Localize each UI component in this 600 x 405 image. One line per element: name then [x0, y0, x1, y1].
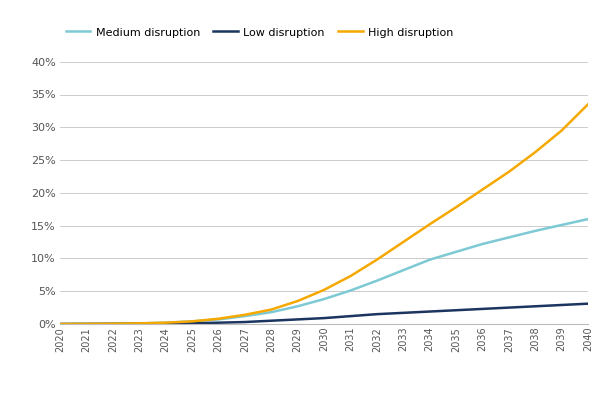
Medium disruption [109, 321, 116, 326]
Low disruption [479, 307, 486, 311]
Medium disruption [162, 320, 169, 325]
Medium disruption [320, 296, 328, 301]
High disruption [479, 187, 486, 192]
High disruption [347, 274, 354, 279]
High disruption [83, 322, 90, 326]
High disruption [584, 102, 592, 107]
High disruption [56, 322, 64, 326]
Legend: Medium disruption, Low disruption, High disruption: Medium disruption, Low disruption, High … [65, 28, 454, 38]
Low disruption [268, 318, 275, 323]
Medium disruption [532, 228, 539, 233]
Low disruption [347, 314, 354, 319]
Low disruption [215, 320, 222, 325]
Medium disruption [558, 223, 565, 228]
High disruption [426, 222, 433, 227]
Medium disruption [136, 321, 143, 326]
Medium disruption [400, 268, 407, 273]
High disruption [452, 205, 460, 210]
Medium disruption [347, 288, 354, 293]
High disruption [532, 150, 539, 155]
Medium disruption [452, 249, 460, 254]
Low disruption [584, 301, 592, 306]
Low disruption [505, 305, 512, 310]
Low disruption [83, 322, 90, 326]
Low disruption [532, 304, 539, 309]
Low disruption [241, 320, 248, 324]
High disruption [136, 321, 143, 326]
Line: High disruption: High disruption [60, 104, 588, 324]
Medium disruption [56, 322, 64, 326]
High disruption [241, 312, 248, 317]
High disruption [268, 307, 275, 312]
High disruption [505, 169, 512, 174]
Medium disruption [215, 317, 222, 322]
High disruption [215, 316, 222, 321]
Low disruption [320, 315, 328, 320]
Low disruption [400, 310, 407, 315]
Low disruption [294, 317, 301, 322]
High disruption [400, 240, 407, 245]
Medium disruption [83, 322, 90, 326]
High disruption [162, 320, 169, 325]
Line: Medium disruption: Medium disruption [60, 219, 588, 324]
Low disruption [558, 303, 565, 307]
High disruption [109, 321, 116, 326]
Medium disruption [241, 314, 248, 319]
Low disruption [188, 321, 196, 326]
Medium disruption [268, 310, 275, 315]
Medium disruption [426, 257, 433, 262]
Medium disruption [505, 235, 512, 240]
Low disruption [56, 322, 64, 326]
Line: Low disruption: Low disruption [60, 304, 588, 324]
Low disruption [373, 312, 380, 317]
Low disruption [426, 309, 433, 314]
Medium disruption [584, 217, 592, 222]
High disruption [373, 257, 380, 262]
Low disruption [109, 322, 116, 326]
High disruption [320, 288, 328, 292]
Medium disruption [479, 241, 486, 246]
Low disruption [136, 321, 143, 326]
High disruption [188, 319, 196, 324]
High disruption [294, 298, 301, 303]
Medium disruption [294, 304, 301, 309]
Medium disruption [188, 319, 196, 324]
Medium disruption [373, 278, 380, 283]
High disruption [558, 128, 565, 133]
Low disruption [162, 321, 169, 326]
Low disruption [452, 308, 460, 313]
